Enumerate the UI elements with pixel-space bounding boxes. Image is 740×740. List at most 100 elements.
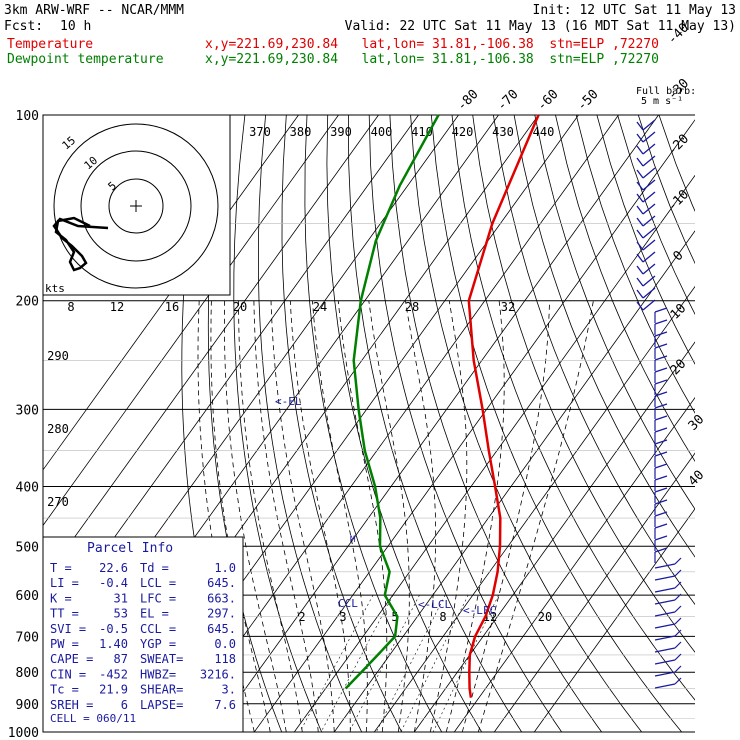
parcel-key: LFC =: [140, 591, 176, 605]
barb-flag: [636, 205, 644, 215]
moist-adiabat: [238, 300, 303, 732]
wind-barb: [636, 215, 656, 227]
wind-barb: [636, 251, 656, 263]
barb-flag: [636, 121, 644, 131]
barb-flag: [654, 319, 668, 325]
isotherm-label: -10: [665, 187, 692, 214]
isotherm-label: -40: [665, 20, 692, 47]
isotherm-label: -70: [494, 87, 521, 114]
parcel-value: 1.40: [99, 637, 128, 651]
forecast-hour: 10 h: [60, 19, 92, 34]
moist-adiabat: [270, 300, 335, 732]
barb-flag: [636, 145, 644, 155]
parcel-value: -452: [99, 667, 128, 681]
dry-adiabat: [326, 115, 483, 732]
hodograph-speed-label: 20: [233, 300, 247, 314]
barb-flag: [654, 451, 668, 457]
barb-staff: [642, 239, 656, 251]
hodograph-speed-labels: 8 12 16 20 24 28 32: [67, 300, 515, 314]
wind-barb: [636, 263, 656, 275]
theta-label: 400: [371, 125, 393, 139]
parcel-value: 118: [214, 652, 236, 666]
parcel-value: 22.6: [99, 561, 128, 575]
parcel-cell: CELL = 060/11: [50, 712, 136, 725]
theta-label-low: 270: [47, 495, 69, 509]
wind-barb: [654, 665, 682, 677]
mixing-ratio-label: 20: [538, 610, 552, 624]
parcel-key: LCL =: [140, 576, 176, 590]
ccl-marker: CCL: [338, 597, 358, 610]
moist-adiabat: [210, 300, 271, 732]
barb-flag: [636, 301, 644, 311]
model-title: 3km ARW-WRF -- NCAR/MMM: [4, 3, 185, 18]
wind-barb: [654, 547, 668, 563]
temperature-location-info: x,y=221.69,230.84 lat,lon= 31.81,-106.38…: [205, 37, 659, 52]
wind-scale-label: Full barb:: [636, 86, 696, 97]
moist-adiabat: [197, 300, 255, 732]
barb-flag: [654, 343, 668, 349]
parcel-key: SHEAR=: [140, 683, 183, 697]
parcel-key: EL =: [140, 607, 169, 621]
wind-barb: [654, 487, 668, 503]
barb-flag: [654, 331, 668, 337]
mixing-ratio-line: [299, 594, 374, 732]
barb-flag: [654, 403, 668, 409]
isotherm: [413, 341, 695, 732]
barb-flag: [674, 653, 682, 661]
barb-staff: [642, 155, 656, 167]
forecast-label: Fcst:: [4, 19, 44, 34]
parcel-value: 1.0: [214, 561, 236, 575]
parcel-value: 663.: [207, 591, 236, 605]
barb-staff: [654, 623, 676, 629]
barb-flag: [636, 253, 644, 263]
theta-label: 440: [533, 125, 555, 139]
isotherm: [453, 396, 695, 732]
isotherm: [253, 119, 695, 732]
wind-barb: [636, 143, 656, 155]
parcel-value: 7.6: [214, 698, 236, 712]
wind-barb: [654, 617, 682, 629]
wind-barb: [636, 287, 656, 299]
wind-barb: [654, 343, 668, 359]
pressure-label: 200: [16, 295, 39, 310]
dry-adiabat: [233, 115, 323, 732]
barb-staff: [642, 299, 656, 311]
hodograph-ring-15: [53, 123, 219, 289]
theta-label: 380: [290, 125, 312, 139]
wind-barb: [636, 179, 656, 191]
barb-staff: [654, 635, 676, 641]
barb-staff: [654, 563, 676, 569]
isotherm: [173, 115, 619, 732]
pressure-label: 800: [16, 666, 39, 681]
wind-barb: [636, 191, 656, 203]
barb-staff: [642, 251, 656, 263]
barb-staff: [642, 119, 656, 131]
barb-flag: [654, 547, 668, 553]
parcel-info-box: Parcel Info T = 22.6 Td = 1.0 LI = -0.4 LCL = 6…: [42, 536, 244, 733]
valid-time: Valid: 22 UTC Sat 11 May 13 (16 MDT Sat …: [344, 19, 736, 34]
wind-barb: [654, 557, 682, 569]
isotherm: [43, 115, 379, 582]
isotherm: [533, 508, 695, 732]
barb-flag: [636, 289, 644, 299]
theta-label: 390: [330, 125, 352, 139]
hodograph-speed-label: 16: [165, 300, 179, 314]
wind-barb: [654, 355, 668, 371]
barb-staff: [654, 647, 676, 653]
pressure-label: 300: [16, 403, 39, 418]
wind-barb: [636, 119, 656, 131]
mixing-ratio-labels: 2 3 5 8 12 20: [298, 610, 552, 624]
parcel-key: Td =: [140, 561, 169, 575]
parcel-value: -0.4: [99, 576, 128, 590]
barb-flag: [654, 499, 668, 505]
barb-staff: [642, 263, 656, 275]
wind-barb: [654, 581, 682, 593]
temperature-legend: Temperature: [7, 37, 94, 52]
hodograph-speed-label: 8: [67, 300, 74, 314]
dewpoint-legend: Dewpoint temperature: [7, 52, 164, 67]
barb-staff: [642, 179, 656, 191]
wind-barb: [654, 451, 668, 467]
barb-flag: [674, 677, 682, 685]
pressure-label: 100: [16, 109, 39, 124]
barb-staff: [642, 143, 656, 155]
